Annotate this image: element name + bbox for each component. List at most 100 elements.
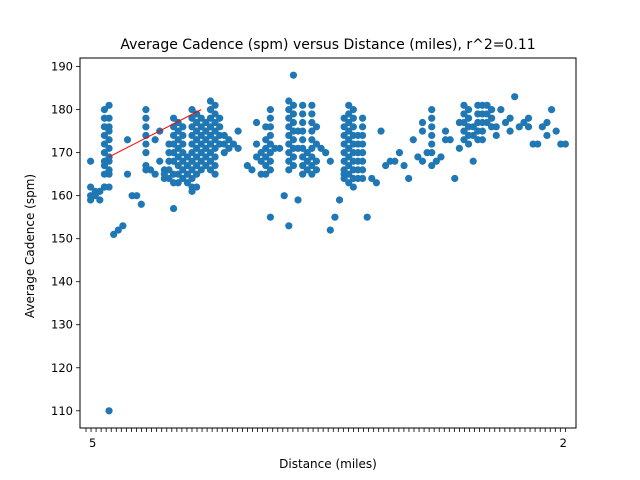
data-point bbox=[285, 157, 293, 165]
data-point bbox=[428, 123, 436, 131]
data-point bbox=[349, 114, 357, 122]
data-point bbox=[142, 149, 150, 157]
data-point bbox=[289, 161, 298, 170]
data-point bbox=[179, 131, 187, 140]
data-point bbox=[216, 123, 224, 131]
data-point bbox=[358, 140, 367, 148]
data-point bbox=[262, 144, 270, 152]
data-point bbox=[105, 157, 113, 165]
data-point bbox=[391, 157, 399, 165]
data-point bbox=[464, 106, 473, 114]
data-point bbox=[345, 170, 353, 178]
data-point bbox=[469, 157, 477, 165]
data-point bbox=[266, 106, 274, 114]
data-point bbox=[142, 114, 150, 122]
data-point bbox=[206, 166, 215, 174]
data-point bbox=[105, 407, 113, 415]
data-point bbox=[105, 144, 113, 152]
data-point bbox=[460, 118, 468, 127]
data-point bbox=[188, 174, 196, 183]
data-point bbox=[345, 153, 353, 161]
data-point bbox=[183, 170, 192, 178]
data-point bbox=[179, 157, 187, 165]
data-point bbox=[534, 140, 542, 148]
data-point bbox=[257, 149, 265, 157]
data-point bbox=[211, 161, 219, 170]
data-point bbox=[193, 110, 201, 118]
data-point bbox=[100, 161, 109, 170]
data-point bbox=[193, 170, 201, 178]
data-point bbox=[188, 157, 196, 165]
data-point bbox=[368, 174, 376, 183]
data-point bbox=[372, 179, 380, 187]
data-point bbox=[96, 187, 104, 195]
data-point bbox=[179, 166, 187, 174]
data-point bbox=[345, 161, 353, 170]
data-point bbox=[345, 179, 353, 187]
data-point bbox=[280, 192, 288, 200]
data-point bbox=[418, 118, 427, 127]
data-point bbox=[331, 213, 339, 221]
data-point bbox=[312, 123, 321, 131]
data-point bbox=[252, 140, 261, 148]
data-point bbox=[216, 114, 224, 122]
data-point bbox=[428, 161, 436, 170]
data-point bbox=[234, 127, 242, 135]
data-point bbox=[506, 114, 514, 122]
data-point bbox=[478, 136, 487, 144]
data-point bbox=[483, 118, 491, 127]
data-point bbox=[151, 136, 159, 144]
data-point bbox=[193, 136, 201, 144]
data-point bbox=[211, 110, 219, 118]
data-point bbox=[174, 170, 182, 178]
data-point bbox=[202, 136, 210, 144]
data-point bbox=[285, 114, 293, 122]
data-point bbox=[382, 161, 390, 170]
data-point bbox=[299, 153, 307, 161]
data-point bbox=[400, 161, 408, 170]
data-point bbox=[358, 131, 367, 140]
data-point bbox=[469, 123, 477, 131]
data-point bbox=[483, 110, 491, 118]
data-point bbox=[322, 149, 330, 157]
data-point bbox=[188, 123, 196, 131]
data-point bbox=[312, 140, 321, 148]
data-point bbox=[193, 118, 201, 127]
data-point bbox=[451, 174, 459, 183]
data-point bbox=[266, 140, 274, 148]
data-point bbox=[506, 127, 514, 135]
data-point bbox=[285, 149, 293, 157]
data-point bbox=[206, 140, 215, 148]
data-point bbox=[174, 144, 182, 152]
data-point bbox=[229, 140, 238, 148]
data-point bbox=[349, 183, 357, 191]
data-point bbox=[340, 123, 348, 131]
data-point bbox=[202, 144, 210, 152]
data-point bbox=[105, 183, 113, 191]
data-point bbox=[312, 157, 321, 165]
data-point bbox=[105, 136, 113, 144]
data-point bbox=[488, 114, 496, 122]
data-point bbox=[299, 144, 307, 152]
data-point bbox=[266, 114, 274, 122]
data-point bbox=[262, 136, 270, 144]
data-point bbox=[165, 166, 173, 174]
data-point bbox=[345, 118, 353, 127]
data-point bbox=[188, 140, 196, 148]
data-point bbox=[202, 127, 210, 135]
data-point bbox=[105, 114, 113, 122]
data-point bbox=[225, 136, 233, 144]
data-point bbox=[179, 123, 187, 131]
data-point bbox=[303, 166, 311, 174]
data-point bbox=[524, 114, 533, 122]
data-point bbox=[299, 101, 307, 109]
data-point bbox=[119, 222, 127, 230]
data-point bbox=[515, 123, 523, 131]
data-point bbox=[363, 213, 371, 221]
y-axis-label: Average Cadence (spm) bbox=[23, 174, 37, 318]
data-point bbox=[220, 131, 228, 140]
data-point bbox=[308, 170, 316, 178]
data-point bbox=[428, 106, 436, 114]
data-point bbox=[299, 110, 307, 118]
data-point bbox=[358, 166, 367, 174]
